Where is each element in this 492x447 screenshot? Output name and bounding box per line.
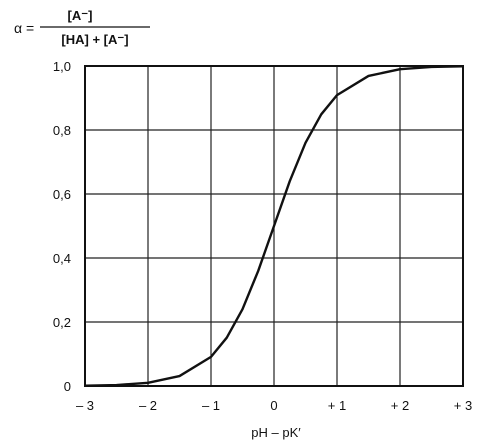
x-tick-label: 0 [270,398,277,413]
plot-frame [84,65,464,387]
formula-denominator: [HA] + [A⁻] [61,32,128,47]
x-tick-label: – 3 [76,398,94,413]
y-tick-label: 0 [64,379,71,394]
x-tick-label: + 2 [391,398,409,413]
x-tick-label: – 2 [139,398,157,413]
y-tick-label: 0,8 [53,123,71,138]
alpha-curve [84,65,464,387]
x-tick-label: + 3 [454,398,472,413]
x-axis-label: pH – pK′ [251,425,301,440]
x-tick-labels: – 3 – 2 – 1 0 + 1 + 2 + 3 [76,398,472,413]
y-tick-label: 0,2 [53,315,71,330]
formula-numerator: [A⁻] [68,8,93,23]
formula-lhs: α = [14,20,34,36]
y-tick-labels: 0 0,2 0,4 0,6 0,8 1,0 [53,59,71,394]
y-tick-label: 1,0 [53,59,71,74]
y-tick-label: 0,4 [53,251,71,266]
y-tick-label: 0,6 [53,187,71,202]
x-tick-label: – 1 [202,398,220,413]
x-tick-label: + 1 [328,398,346,413]
